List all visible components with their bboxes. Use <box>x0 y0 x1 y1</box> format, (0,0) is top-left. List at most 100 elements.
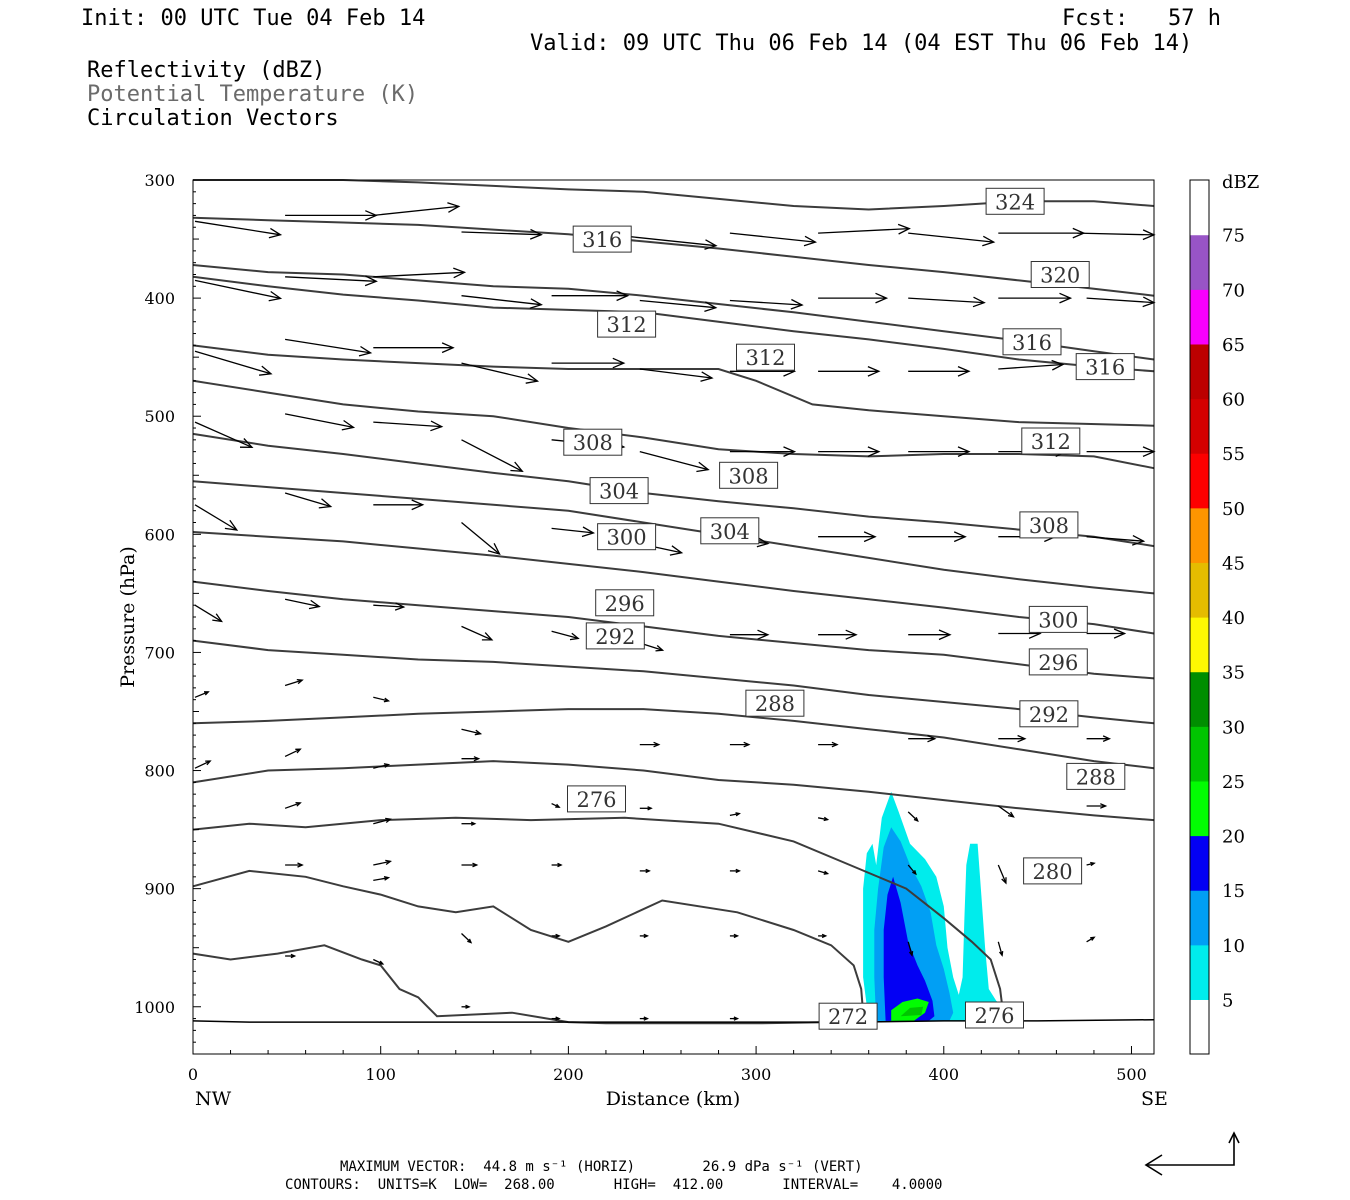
circulation-vector <box>373 696 391 703</box>
circulation-vector <box>194 220 283 239</box>
circulation-vector <box>908 734 937 743</box>
circulation-vector <box>284 801 302 809</box>
circulation-vector <box>551 803 561 808</box>
circulation-vector <box>285 862 304 868</box>
y-tick-label: 1000 <box>134 998 175 1017</box>
contour-label: 292 <box>585 622 645 650</box>
reference-vector-icon <box>1144 1131 1240 1176</box>
circulation-vector <box>639 806 653 811</box>
colorbar-segment <box>1190 180 1209 236</box>
contour-label: 300 <box>1028 605 1088 633</box>
colorbar-tick-label: 55 <box>1222 444 1245 465</box>
theta-contour-300 <box>192 531 1155 635</box>
reflectivity-layer <box>863 791 1008 1021</box>
circulation-vector <box>551 357 626 369</box>
circulation-vector <box>194 760 212 769</box>
x-tick-label: 0 <box>188 1065 198 1084</box>
circulation-vector <box>551 933 561 939</box>
circulation-vector <box>1086 535 1146 546</box>
circulation-vector <box>551 630 580 641</box>
circulation-vector <box>461 295 543 309</box>
circulation-vector <box>998 359 1065 371</box>
circulation-vector <box>284 413 356 431</box>
colorbar-tick-label: 40 <box>1222 608 1245 629</box>
contour-label: 288 <box>745 689 805 717</box>
colorbar-tick-label: 65 <box>1222 335 1245 356</box>
valid-time: Valid: 09 UTC Thu 06 Feb 14 (04 EST Thu … <box>530 31 1193 56</box>
colorbar-segment <box>1190 453 1209 509</box>
circulation-vector <box>998 227 1086 239</box>
colorbar-segment <box>1190 289 1209 345</box>
colorbar-tick-label: 10 <box>1222 936 1245 957</box>
circulation-vector <box>373 342 455 354</box>
circulation-vector <box>551 290 630 302</box>
svg-text:308: 308 <box>729 464 769 488</box>
theta-contour-316 <box>192 344 1155 427</box>
svg-text:300: 300 <box>1038 608 1078 632</box>
colorbar-segment <box>1190 234 1209 290</box>
field-potential-temperature: Potential Temperature (K) <box>87 82 419 107</box>
circulation-vector <box>373 202 461 217</box>
colorbar-tick-label: 60 <box>1222 390 1245 411</box>
x-tick-label: 400 <box>929 1065 960 1084</box>
svg-text:312: 312 <box>1031 430 1071 454</box>
theta-contour-272 <box>192 944 869 1025</box>
svg-text:296: 296 <box>605 592 645 616</box>
circulation-vector <box>818 292 889 304</box>
circulation-vector <box>285 210 378 221</box>
circulation-vector <box>373 499 425 511</box>
circulation-vector <box>461 862 479 868</box>
circulation-vector <box>818 629 858 640</box>
svg-text:292: 292 <box>1029 703 1069 727</box>
circulation-vector <box>284 678 304 687</box>
x-tick-label: 100 <box>365 1065 396 1084</box>
circulation-vector <box>1086 861 1096 867</box>
contour-label: 312 <box>597 310 657 338</box>
colorbar-tick-label: 30 <box>1222 717 1245 738</box>
svg-text:312: 312 <box>607 313 647 337</box>
contour-label: 304 <box>700 517 760 545</box>
circulation-vector <box>818 531 877 543</box>
circulation-vector <box>908 531 967 543</box>
circulation-vector <box>639 368 714 382</box>
colorbar-tick-label: 35 <box>1222 663 1245 684</box>
y-axis-label: Pressure (hPa) <box>117 546 139 688</box>
circulation-vector <box>373 763 391 769</box>
circulation-vector <box>729 1016 740 1021</box>
circulation-vector <box>461 228 543 240</box>
contour-label: 296 <box>595 589 655 617</box>
contour-label: 316 <box>1075 353 1135 381</box>
circulation-vector <box>639 450 710 473</box>
contour-label: 308 <box>1019 511 1079 539</box>
theta-contour-280 <box>192 816 1005 1019</box>
theta-contour-292 <box>192 639 1155 725</box>
x-end-label-nw: NW <box>195 1088 232 1110</box>
contour-label: 312 <box>736 343 795 371</box>
contour-label: 272 <box>818 1002 878 1030</box>
colorbar-tick-label: 25 <box>1222 772 1245 793</box>
circulation-vector <box>1077 229 1156 241</box>
circulation-vector <box>907 864 917 876</box>
circulation-vector <box>818 223 911 235</box>
x-tick-label: 200 <box>553 1065 584 1084</box>
circulation-vector <box>373 958 385 965</box>
forecast-hour: Fcst: 57 h <box>1062 6 1221 31</box>
circulation-vector <box>285 275 378 287</box>
contour-label: 316 <box>1002 328 1062 356</box>
circulation-vector <box>194 279 283 302</box>
theta-contour-layer <box>192 179 1155 1025</box>
colorbar-tick-label: 5 <box>1222 990 1233 1011</box>
theta-contour-312 <box>192 379 1155 470</box>
circulation-vector <box>729 446 797 457</box>
colorbar-segment <box>1190 944 1209 1000</box>
colorbar-tick-label: 75 <box>1222 226 1245 247</box>
circulation-vector <box>373 602 406 611</box>
svg-text:300: 300 <box>607 526 647 550</box>
circulation-vector <box>194 421 254 448</box>
circulation-vector <box>373 875 391 882</box>
circulation-vector <box>461 756 481 762</box>
svg-text:308: 308 <box>573 431 613 455</box>
circulation-vector <box>461 521 501 556</box>
axis-layer: 0 100 200 300 400 500 300 400 500 600 700 800 900 100… <box>134 171 1146 1084</box>
contour-label: 304 <box>589 477 649 505</box>
